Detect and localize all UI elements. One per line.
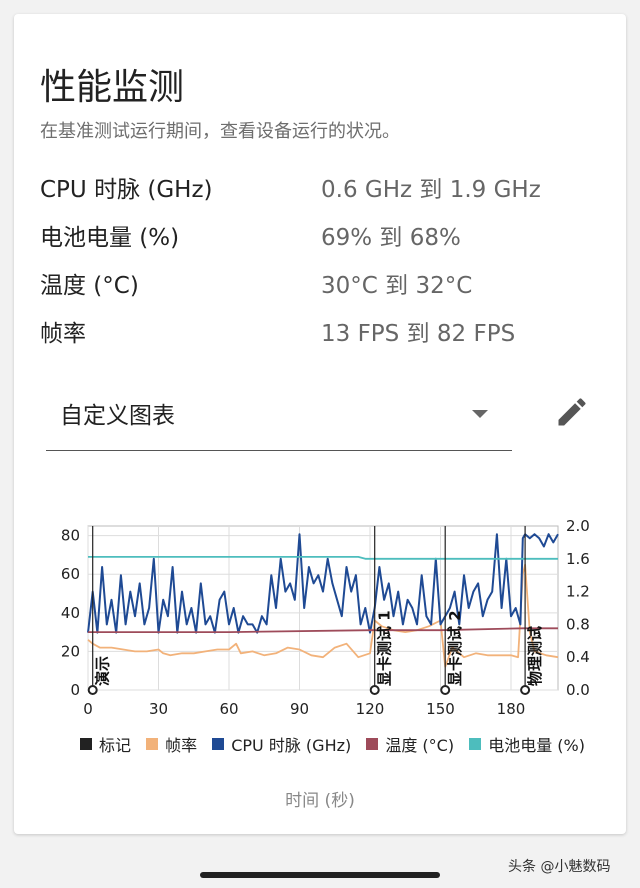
marker-dot xyxy=(369,685,380,695)
y-left-tick-label: 0 xyxy=(70,681,80,699)
stat-value: 13 FPS 到 82 FPS xyxy=(321,321,516,347)
x-tick-label: 30 xyxy=(149,700,168,718)
legend-label: 标记 xyxy=(99,736,132,755)
caret-down-icon[interactable] xyxy=(472,410,488,418)
y-left-tick-label: 80 xyxy=(61,527,80,545)
y-right-tick-label: 1.6 xyxy=(566,550,590,568)
y-left-tick-label: 20 xyxy=(61,642,80,660)
dropdown-selected-label: 自定义图表 xyxy=(60,403,175,429)
y-right-tick-label: 1.2 xyxy=(566,583,590,601)
stat-label: 温度 (°C) xyxy=(40,273,139,299)
legend-item-temperature: 温度 (°C) xyxy=(366,730,454,758)
stat-row-battery: 电池电量 (%) 69% 到 68% xyxy=(40,218,600,252)
stat-value: 69% 到 68% xyxy=(321,225,461,251)
home-indicator[interactable] xyxy=(200,872,440,878)
marker-dot xyxy=(87,685,98,695)
pencil-icon[interactable] xyxy=(554,394,590,430)
legend-swatch xyxy=(80,738,92,750)
stat-value: 0.6 GHz 到 1.9 GHz xyxy=(321,177,541,203)
legend-item-cpu: CPU 时脉 (GHz) xyxy=(212,730,351,758)
watermark: 头条 @小魅数码 xyxy=(508,859,611,875)
y-right-tick-label: 2.0 xyxy=(566,517,590,535)
legend-label: CPU 时脉 (GHz) xyxy=(231,736,352,755)
performance-card: 性能监测 在基准测试运行期间，查看设备运行的状况。 CPU 时脉 (GHz) 0… xyxy=(14,14,626,834)
marker-dot xyxy=(440,685,451,695)
stat-row-temperature: 温度 (°C) 30°C 到 32°C xyxy=(40,266,600,300)
legend-swatch xyxy=(366,738,379,750)
y-right-tick-label: 0.8 xyxy=(566,615,590,633)
series-line--c- xyxy=(88,627,558,633)
legend-label: 电池电量 (%) xyxy=(488,736,585,755)
marker-label: 物理测试 xyxy=(526,626,544,686)
legend-swatch xyxy=(212,738,225,750)
marker-label: 显卡测试 2 xyxy=(446,610,464,686)
chart-type-dropdown[interactable]: 自定义图表 xyxy=(46,390,512,451)
stat-row-cpu: CPU 时脉 (GHz) 0.6 GHz 到 1.9 GHz xyxy=(40,170,600,204)
y-right-tick-label: 0.4 xyxy=(566,648,590,666)
page-title: 性能监测 xyxy=(40,67,185,108)
chart-legend: 标记 帧率 CPU 时脉 (GHz) 温度 (°C) 电池电量 (%) xyxy=(80,730,600,758)
stat-value: 30°C 到 32°C xyxy=(321,273,473,299)
stat-label: 电池电量 (%) xyxy=(40,225,180,251)
legend-swatch xyxy=(146,738,159,750)
legend-label: 温度 (°C) xyxy=(385,736,455,755)
legend-item-marker: 标记 xyxy=(80,730,131,758)
marker-dot xyxy=(520,685,531,695)
x-tick-label: 150 xyxy=(426,700,455,718)
x-axis-title: 时间 (秒) xyxy=(285,791,355,811)
series-line-cpu-ghz- xyxy=(87,533,559,634)
legend-item-framerate: 帧率 xyxy=(146,730,197,758)
stat-label: 帧率 xyxy=(40,321,86,347)
y-left-tick-label: 40 xyxy=(61,604,80,622)
x-tick-label: 0 xyxy=(83,700,93,718)
page-subtitle: 在基准测试运行期间，查看设备运行的状况。 xyxy=(40,121,400,142)
performance-chart: 0 30 60 90 120 150 180 0 20 40 60 80 0.0 0.4 0.8 1.2 1.6… xyxy=(61,517,590,718)
stat-label: CPU 时脉 (GHz) xyxy=(40,177,213,203)
y-left-tick-label: 60 xyxy=(61,565,80,583)
marker-label: 演示 xyxy=(94,656,112,686)
y-right-tick-label: 0.0 xyxy=(566,681,590,699)
legend-item-battery: 电池电量 (%) xyxy=(469,730,585,758)
legend-label: 帧率 xyxy=(165,736,198,755)
x-tick-label: 90 xyxy=(290,700,309,718)
x-tick-label: 60 xyxy=(219,700,238,718)
stat-row-framerate: 帧率 13 FPS 到 82 FPS xyxy=(40,314,600,348)
x-tick-label: 120 xyxy=(356,700,385,718)
legend-swatch xyxy=(469,738,482,750)
x-tick-label: 180 xyxy=(497,700,526,718)
series-line-- xyxy=(88,556,558,560)
series-line-- xyxy=(87,563,559,668)
marker-label: 显卡测试 1 xyxy=(376,610,394,686)
